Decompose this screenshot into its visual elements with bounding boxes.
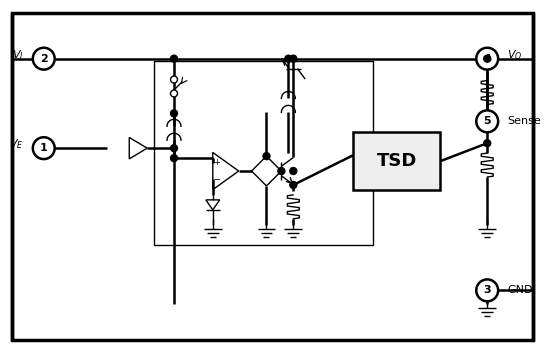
Bar xyxy=(353,132,441,190)
Circle shape xyxy=(278,168,285,174)
Circle shape xyxy=(170,90,178,97)
Text: TSD: TSD xyxy=(376,152,417,170)
Circle shape xyxy=(33,137,55,159)
Circle shape xyxy=(484,140,490,146)
Text: 5: 5 xyxy=(483,116,491,126)
Circle shape xyxy=(484,55,490,62)
Text: $V_O$: $V_O$ xyxy=(507,48,522,61)
Circle shape xyxy=(476,110,498,132)
Text: 4: 4 xyxy=(483,54,491,64)
Circle shape xyxy=(33,48,55,70)
Text: GND: GND xyxy=(507,285,533,295)
Circle shape xyxy=(290,181,297,189)
Circle shape xyxy=(290,55,297,62)
Text: $V_E$: $V_E$ xyxy=(9,137,24,151)
Text: 1: 1 xyxy=(40,143,48,153)
Text: −: − xyxy=(213,175,220,184)
Bar xyxy=(154,61,373,245)
Text: Sense: Sense xyxy=(507,116,541,126)
Circle shape xyxy=(476,280,498,301)
Text: $V_I$: $V_I$ xyxy=(12,48,24,61)
Circle shape xyxy=(170,155,178,162)
Text: 2: 2 xyxy=(40,54,48,64)
Circle shape xyxy=(170,145,178,152)
Circle shape xyxy=(170,110,178,117)
Text: +: + xyxy=(213,158,220,167)
Text: 3: 3 xyxy=(483,285,491,295)
Circle shape xyxy=(263,152,270,160)
Circle shape xyxy=(170,55,178,62)
Circle shape xyxy=(290,168,297,174)
Circle shape xyxy=(170,76,178,83)
Circle shape xyxy=(476,48,498,70)
Circle shape xyxy=(285,55,292,62)
